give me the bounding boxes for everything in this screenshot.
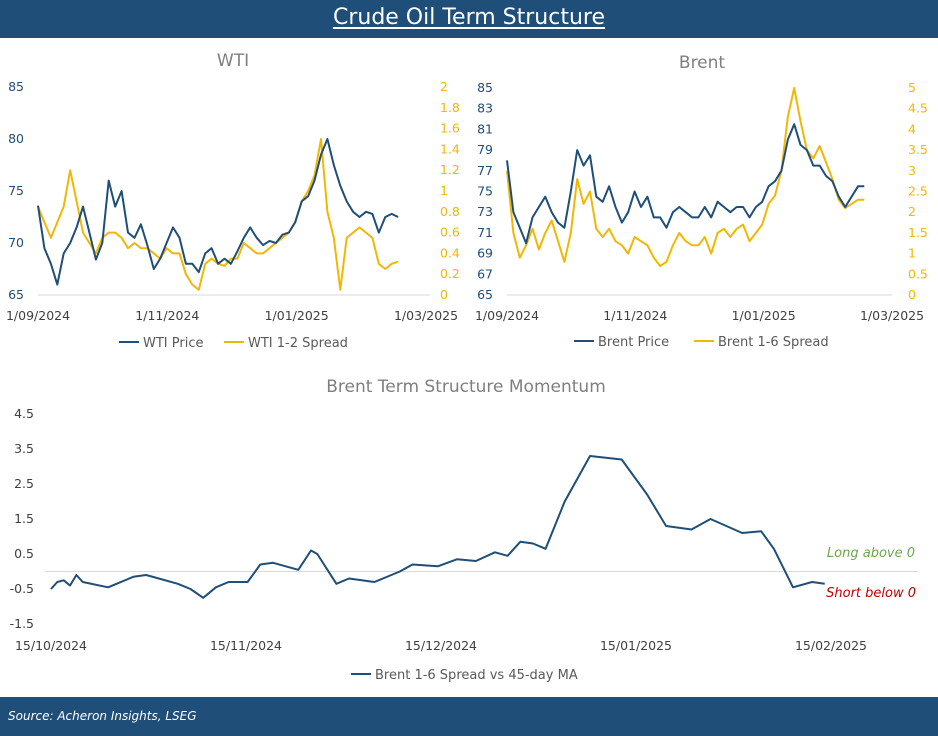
long-annotation: Long above 0 xyxy=(827,546,915,561)
wti-right-tick: 2 xyxy=(440,79,448,94)
momentum-title: Brent Term Structure Momentum xyxy=(326,377,606,397)
brent-right-tick: 2.5 xyxy=(908,184,928,199)
wti-left-ticks: 65 70 75 80 85 xyxy=(8,79,24,302)
wti-legend-spread: WTI 1-2 Spread xyxy=(248,336,348,351)
brent-x-tick: 1/09/2024 xyxy=(475,308,539,323)
wti-left-tick: 85 xyxy=(8,79,24,94)
source-note: Source: Acheron Insights, LSEG xyxy=(8,709,197,723)
brent-left-tick: 67 xyxy=(477,266,493,281)
brent-left-tick: 73 xyxy=(477,204,493,219)
wti-left-tick: 75 xyxy=(8,183,24,198)
brent-right-tick: 4 xyxy=(908,121,916,136)
brent-title: Brent xyxy=(679,53,726,73)
momentum-y-tick: 2.5 xyxy=(14,476,34,491)
brent-right-tick: 3.5 xyxy=(908,142,928,157)
brent-right-tick: 2 xyxy=(908,204,916,219)
brent-spread-line xyxy=(506,87,865,267)
brent-right-tick: 5 xyxy=(908,80,916,95)
wti-left-tick: 65 xyxy=(8,287,24,302)
brent-chart: Brent 65 67 69 71 73 75 77 79 81 83 85 0 0.5 1 1.5 2 2.… xyxy=(475,53,928,350)
brent-left-tick: 69 xyxy=(477,246,493,261)
wti-right-ticks: 0 0.2 0.4 0.6 0.8 1 1.2 1.4 1.6 1.8 2 xyxy=(440,79,460,302)
wti-right-tick: 1.8 xyxy=(440,100,460,115)
wti-x-tick: 1/03/2025 xyxy=(394,308,458,323)
wti-right-tick: 0.2 xyxy=(440,266,460,281)
wti-legend-price: WTI Price xyxy=(143,336,203,351)
brent-left-tick: 85 xyxy=(477,80,493,95)
momentum-x-tick: 15/10/2024 xyxy=(15,638,87,653)
wti-right-tick: 1.6 xyxy=(440,121,460,136)
header-bar: Crude Oil Term Structure xyxy=(0,0,938,38)
brent-right-tick: 4.5 xyxy=(908,101,928,116)
brent-left-ticks: 65 67 69 71 73 75 77 79 81 83 85 xyxy=(477,80,493,302)
momentum-y-tick: 4.5 xyxy=(14,406,34,421)
wti-x-ticks: 1/09/2024 1/11/2024 1/01/2025 1/03/2025 xyxy=(6,308,458,323)
wti-right-tick: 0.6 xyxy=(440,225,460,240)
momentum-y-tick: 0.5 xyxy=(14,546,34,561)
momentum-x-tick: 15/12/2024 xyxy=(405,638,477,653)
brent-right-tick: 1.5 xyxy=(908,225,928,240)
brent-right-ticks: 0 0.5 1 1.5 2 2.5 3 3.5 4 4.5 5 xyxy=(908,80,928,302)
wti-right-tick: 1 xyxy=(440,183,448,198)
momentum-line xyxy=(50,455,825,599)
brent-legend-spread: Brent 1-6 Spread xyxy=(718,335,829,350)
brent-legend-price: Brent Price xyxy=(598,335,669,350)
brent-right-tick: 3 xyxy=(908,163,916,178)
wti-right-tick: 1.2 xyxy=(440,162,460,177)
brent-left-tick: 79 xyxy=(477,142,493,157)
momentum-y-ticks: -1.5 -0.5 0.5 1.5 2.5 3.5 4.5 xyxy=(10,406,34,631)
wti-right-tick: 1.4 xyxy=(440,141,460,156)
brent-left-tick: 75 xyxy=(477,184,493,199)
wti-title: WTI xyxy=(217,51,249,71)
wti-left-tick: 80 xyxy=(8,131,24,146)
brent-left-tick: 71 xyxy=(477,225,493,240)
brent-x-ticks: 1/09/2024 1/11/2024 1/01/2025 1/03/2025 xyxy=(475,308,924,323)
momentum-chart: Brent Term Structure Momentum -1.5 -0.5 0.… xyxy=(10,377,918,683)
brent-price-line xyxy=(506,123,865,245)
charts-canvas: WTI 65 70 75 80 85 0 0.2 0.4 0.6 0.8 1 1.2 1.4 1.6 1.… xyxy=(6,51,928,683)
brent-x-tick: 1/11/2024 xyxy=(603,308,667,323)
brent-left-tick: 83 xyxy=(477,101,493,116)
momentum-x-tick: 15/01/2025 xyxy=(600,638,672,653)
momentum-y-tick: -1.5 xyxy=(10,616,34,631)
momentum-y-tick: 1.5 xyxy=(14,511,34,526)
wti-right-tick: 0.8 xyxy=(440,204,460,219)
momentum-y-tick: -0.5 xyxy=(10,581,34,596)
brent-left-tick: 65 xyxy=(477,287,493,302)
wti-x-tick: 1/09/2024 xyxy=(6,308,70,323)
brent-left-tick: 81 xyxy=(477,121,493,136)
momentum-x-tick: 15/11/2024 xyxy=(210,638,282,653)
momentum-x-ticks: 15/10/2024 15/11/2024 15/12/2024 15/01/2025… xyxy=(15,638,867,653)
wti-right-tick: 0.4 xyxy=(440,245,460,260)
wti-spread-line xyxy=(37,138,399,291)
brent-right-tick: 0 xyxy=(908,287,916,302)
footer-bar: Source: Acheron Insights, LSEG xyxy=(0,697,938,736)
momentum-y-tick: 3.5 xyxy=(14,441,34,456)
wti-price-line xyxy=(37,138,399,286)
brent-legend: Brent Price Brent 1-6 Spread xyxy=(574,335,829,350)
wti-legend: WTI Price WTI 1-2 Spread xyxy=(119,336,348,351)
brent-left-tick: 77 xyxy=(477,163,493,178)
momentum-legend-label: Brent 1-6 Spread vs 45-day MA xyxy=(375,668,578,683)
momentum-legend: Brent 1-6 Spread vs 45-day MA xyxy=(351,668,578,683)
brent-x-tick: 1/03/2025 xyxy=(860,308,924,323)
brent-x-tick: 1/01/2025 xyxy=(732,308,796,323)
brent-right-tick: 1 xyxy=(908,246,916,261)
momentum-x-tick: 15/02/2025 xyxy=(795,638,867,653)
wti-chart: WTI 65 70 75 80 85 0 0.2 0.4 0.6 0.8 1 1.2 1.4 1.6 1.… xyxy=(6,51,460,351)
page-title: Crude Oil Term Structure xyxy=(332,5,606,30)
brent-right-tick: 0.5 xyxy=(908,266,928,281)
wti-x-tick: 1/11/2024 xyxy=(135,308,199,323)
wti-left-tick: 70 xyxy=(8,235,24,250)
wti-right-tick: 0 xyxy=(440,287,448,302)
wti-x-tick: 1/01/2025 xyxy=(265,308,329,323)
short-annotation: Short below 0 xyxy=(826,586,916,601)
